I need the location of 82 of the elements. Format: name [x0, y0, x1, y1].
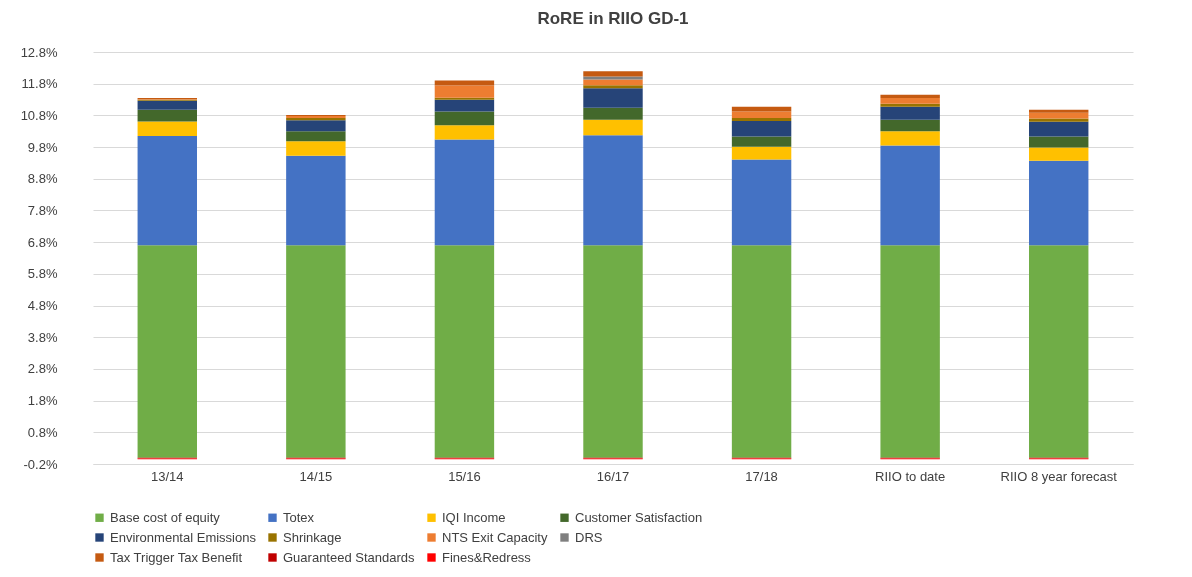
- bar: [434, 80, 495, 86]
- chart-title: RoRE in RIIO GD-1: [537, 9, 689, 28]
- bar: [880, 131, 940, 146]
- bar: [880, 94, 940, 98]
- y-tick-label: 3.8%: [27, 329, 58, 345]
- y-tick-label: 2.8%: [27, 361, 58, 377]
- y-tick-label: 1.8%: [27, 393, 58, 409]
- bar: [434, 111, 495, 126]
- bar: [880, 119, 940, 132]
- x-tick-label: RIIO to date: [875, 468, 946, 484]
- bar: [583, 88, 643, 108]
- y-tick-label: 6.8%: [27, 234, 58, 250]
- legend-label: NTS Exit Capacity: [442, 529, 548, 545]
- bar: [731, 121, 792, 137]
- legend-label: Fines&Redress: [442, 549, 532, 565]
- y-tick-label: 5.8%: [27, 266, 58, 282]
- bar: [1029, 245, 1089, 458]
- y-tick-label: 12.8%: [20, 44, 58, 60]
- legend-label: Shrinkage: [283, 529, 342, 545]
- bar: [880, 103, 940, 107]
- bar: [583, 71, 643, 77]
- x-tick-label: 13/14: [151, 468, 184, 484]
- legend-label: Customer Satisfaction: [575, 509, 703, 525]
- bar: [731, 146, 792, 160]
- bar: [137, 245, 197, 458]
- x-tick-label: 15/16: [448, 468, 481, 484]
- bar: [434, 85, 495, 98]
- y-tick-label: 7.8%: [27, 202, 58, 218]
- bar: [1029, 136, 1089, 148]
- bar: [286, 120, 346, 132]
- bar: [583, 135, 643, 246]
- bar: [1029, 147, 1089, 161]
- y-tick-label: 11.8%: [21, 76, 58, 92]
- bar: [583, 85, 643, 89]
- bar: [731, 106, 792, 112]
- x-tick-label: 17/18: [745, 468, 778, 484]
- y-tick-label: 9.8%: [27, 139, 58, 155]
- bar: [731, 159, 792, 246]
- y-tick-label: -0.2%: [23, 456, 58, 472]
- y-tick-label: 8.8%: [27, 171, 58, 187]
- bar: [880, 106, 940, 120]
- bar: [1029, 109, 1089, 113]
- bar: [583, 76, 643, 80]
- bar: [137, 109, 197, 122]
- y-tick-label: 10.8%: [20, 107, 58, 123]
- bar: [286, 131, 346, 142]
- bar: [137, 121, 197, 136]
- bar: [880, 97, 940, 104]
- bar: [1029, 160, 1089, 246]
- legend-label: IQI Income: [442, 509, 506, 525]
- bar: [583, 107, 643, 120]
- y-tick-label: 4.8%: [27, 298, 58, 314]
- bar: [434, 245, 495, 458]
- bar: [286, 155, 346, 246]
- bar: [434, 139, 495, 246]
- legend-label: Base cost of equity: [110, 509, 221, 525]
- bar: [137, 100, 197, 110]
- bar: [880, 145, 940, 246]
- bar: [434, 99, 495, 112]
- bar: [1029, 118, 1089, 122]
- bar: [434, 125, 495, 140]
- bar: [583, 245, 643, 458]
- legend-label: Tax Trigger Tax Benefit: [110, 549, 243, 565]
- y-tick-label: 0.8%: [27, 424, 58, 440]
- bar: [731, 111, 792, 118]
- bar: [286, 245, 346, 458]
- x-tick-label: 14/15: [299, 468, 333, 484]
- legend-label: Totex: [283, 509, 315, 525]
- bar: [731, 136, 792, 147]
- bar: [286, 141, 346, 156]
- bar: [1029, 121, 1089, 137]
- legend-label: Environmental Emissions: [110, 529, 257, 545]
- x-tick-label: RIIO 8 year forecast: [1000, 468, 1118, 484]
- bar: [731, 117, 792, 122]
- x-tick-label: 16/17: [596, 468, 630, 484]
- bar: [583, 119, 643, 136]
- bar: [137, 135, 197, 246]
- bar: [880, 245, 940, 458]
- legend-label: DRS: [575, 529, 603, 545]
- bar: [731, 245, 792, 458]
- legend-label: Guaranteed Standards: [283, 549, 416, 565]
- bar: [1029, 112, 1089, 119]
